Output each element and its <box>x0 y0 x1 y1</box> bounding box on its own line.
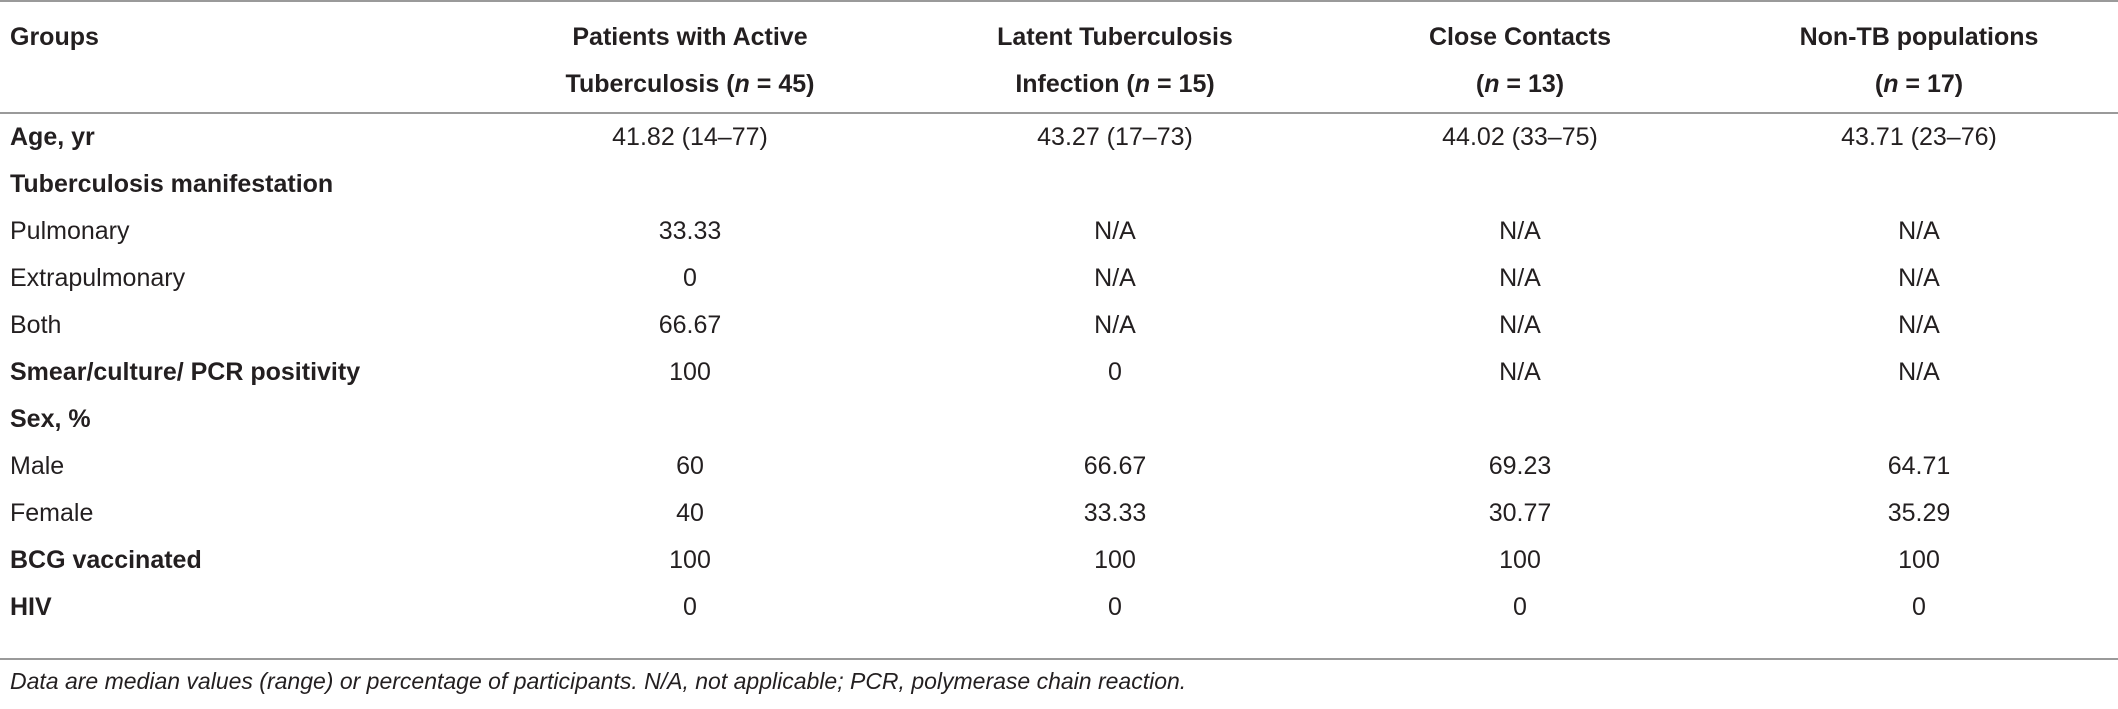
header-row: Groups Patients with Active Tuberculosis… <box>0 0 2118 112</box>
table-cell: 100 <box>1094 546 1136 574</box>
table-cell: 100 <box>1499 546 1541 574</box>
header-rule <box>0 112 2118 114</box>
table-row: Smear/culture/ PCR positivity 100 0 N/A N/A <box>0 349 2118 396</box>
table-row: Both 66.67 N/A N/A N/A <box>0 302 2118 349</box>
table-cell: N/A <box>1499 264 1541 292</box>
table-row: Female 40 33.33 30.77 35.29 <box>0 490 2118 537</box>
table-cell: 64.71 <box>1887 452 1951 480</box>
table-cell: N/A <box>1094 217 1136 245</box>
table-cell: 35.29 <box>1887 499 1951 527</box>
row-label: Both <box>10 311 62 339</box>
table-cell: N/A <box>1898 358 1940 386</box>
table-cell: 43.27 (17–73) <box>1037 123 1193 151</box>
table-cell: N/A <box>1499 217 1541 245</box>
table-footnote: Data are median values (range) or percen… <box>10 668 1187 694</box>
table-cell: N/A <box>1094 264 1136 292</box>
table-cell: 0 <box>1108 358 1122 386</box>
table-cell <box>910 161 1320 208</box>
row-label: Age, yr <box>10 123 95 151</box>
table-cell: 100 <box>669 546 711 574</box>
table-cell: N/A <box>1898 311 1940 339</box>
table-cell <box>1320 396 1720 443</box>
row-label: Sex, % <box>10 405 91 433</box>
header-latent-tb: Latent Tuberculosis Infection (n = 15) <box>997 23 1233 98</box>
row-label: Smear/culture/ PCR positivity <box>10 358 361 386</box>
table-row: Tuberculosis manifestation <box>0 161 2118 208</box>
table-cell: 66.67 <box>1083 452 1147 480</box>
table-row: Pulmonary 33.33 N/A N/A N/A <box>0 208 2118 255</box>
table-row: HIV 0 0 0 0 <box>0 584 2118 631</box>
table-cell: 40 <box>676 499 704 527</box>
table-cell: N/A <box>1898 217 1940 245</box>
table-row: Male 60 66.67 69.23 64.71 <box>0 443 2118 490</box>
table-row: BCG vaccinated 100 100 100 100 <box>0 537 2118 584</box>
table-cell: 0 <box>683 593 697 621</box>
header-non-tb: Non-TB populations (n = 17) <box>1799 23 2039 98</box>
header-close-contacts: Close Contacts (n = 13) <box>1429 23 1611 98</box>
table-cell: 100 <box>1898 546 1940 574</box>
table-cell: 41.82 (14–77) <box>612 123 768 151</box>
table-cell: 0 <box>1513 593 1527 621</box>
row-label: BCG vaccinated <box>10 546 202 574</box>
row-label: Pulmonary <box>10 217 130 245</box>
row-label: Tuberculosis manifestation <box>10 170 334 198</box>
row-label: Female <box>10 499 94 527</box>
table-cell: 33.33 <box>1083 499 1147 527</box>
table-row: Age, yr 41.82 (14–77) 43.27 (17–73) 44.02 (… <box>0 112 2118 161</box>
table-cell <box>1320 161 1720 208</box>
table-row: Sex, % <box>0 396 2118 443</box>
table-cell: 66.67 <box>658 311 722 339</box>
bottom-rule <box>0 658 2118 660</box>
table-cell: 30.77 <box>1488 499 1552 527</box>
row-label: HIV <box>10 593 52 621</box>
table-cell: 33.33 <box>658 217 722 245</box>
table-cell <box>1720 161 2118 208</box>
table-cell: 0 <box>683 264 697 292</box>
table-cell: N/A <box>1094 311 1136 339</box>
table-cell: N/A <box>1898 264 1940 292</box>
table-cell: 44.02 (33–75) <box>1442 123 1598 151</box>
table-cell <box>470 396 910 443</box>
row-label: Extrapulmonary <box>10 264 186 292</box>
header-groups: Groups <box>10 23 99 51</box>
table-row: Extrapulmonary 0 N/A N/A N/A <box>0 255 2118 302</box>
table-cell: N/A <box>1499 358 1541 386</box>
table-cell: 60 <box>676 452 704 480</box>
table-cell: N/A <box>1499 311 1541 339</box>
table-cell <box>910 396 1320 443</box>
table-cell <box>1720 396 2118 443</box>
table-cell: 0 <box>1912 593 1926 621</box>
row-label: Male <box>10 452 65 480</box>
top-rule <box>0 0 2118 2</box>
table-cell: 43.71 (23–76) <box>1841 123 1997 151</box>
table-cell: 100 <box>669 358 711 386</box>
table-cell <box>470 161 910 208</box>
demographics-table: Groups Patients with Active Tuberculosis… <box>0 0 2118 631</box>
header-active-tb: Patients with Active Tuberculosis (n = 4… <box>565 23 815 98</box>
table-cell: 69.23 <box>1488 452 1552 480</box>
table-body: Age, yr 41.82 (14–77) 43.27 (17–73) 44.02 (… <box>0 112 2118 631</box>
table-cell: 0 <box>1108 593 1122 621</box>
